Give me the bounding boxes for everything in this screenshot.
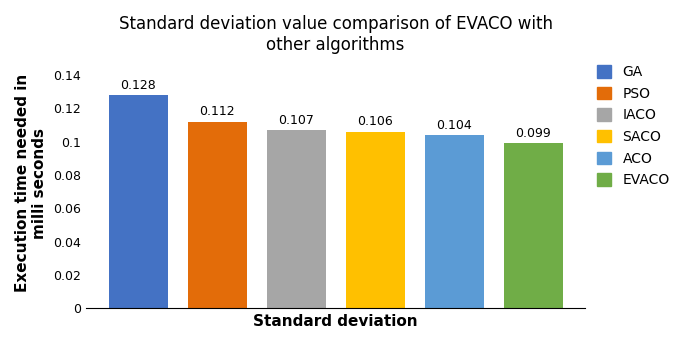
- Text: 0.128: 0.128: [121, 78, 156, 92]
- Bar: [108, 95, 168, 309]
- Text: 0.104: 0.104: [436, 119, 472, 131]
- Legend: GA, PSO, IACO, SACO, ACO, EVACO: GA, PSO, IACO, SACO, ACO, EVACO: [597, 65, 670, 187]
- X-axis label: Standard deviation: Standard deviation: [253, 314, 418, 329]
- Bar: [345, 131, 405, 309]
- Bar: [188, 121, 247, 309]
- Bar: [503, 143, 563, 309]
- Text: 0.107: 0.107: [278, 114, 314, 127]
- Text: 0.106: 0.106: [358, 115, 393, 128]
- Bar: [425, 135, 484, 309]
- Y-axis label: Execution time needed in
milli seconds: Execution time needed in milli seconds: [15, 74, 47, 292]
- Text: 0.112: 0.112: [199, 105, 235, 118]
- Title: Standard deviation value comparison of EVACO with
other algorithms: Standard deviation value comparison of E…: [119, 15, 553, 54]
- Bar: [266, 130, 326, 309]
- Text: 0.099: 0.099: [515, 127, 551, 140]
